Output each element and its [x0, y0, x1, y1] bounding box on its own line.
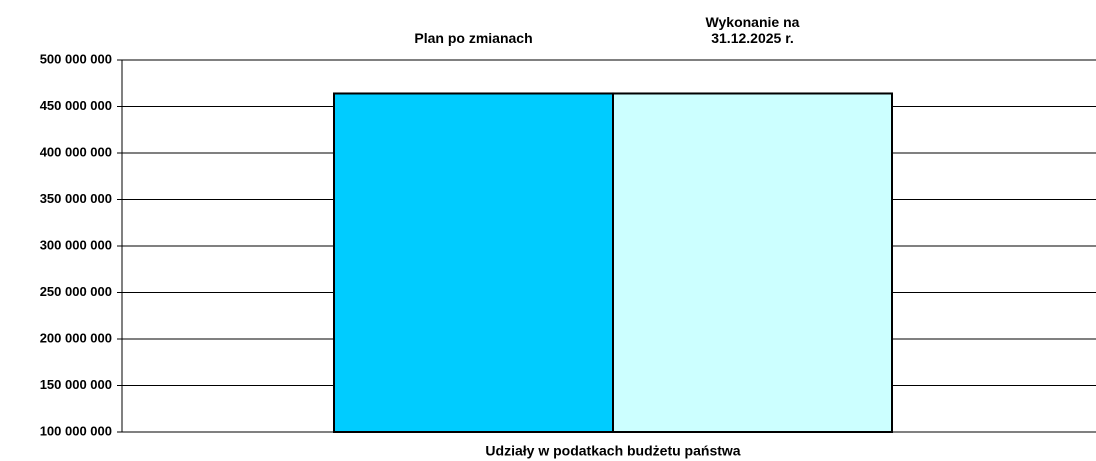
y-tick-label: 150 000 000	[40, 377, 112, 392]
y-tick-label: 500 000 000	[40, 51, 112, 66]
y-tick-label: 250 000 000	[40, 284, 112, 299]
y-tick-label: 300 000 000	[40, 237, 112, 252]
y-tick-label: 200 000 000	[40, 330, 112, 345]
legend-label: Plan po zmianach	[414, 30, 533, 46]
y-tick-label: 350 000 000	[40, 191, 112, 206]
legend-label: Wykonanie na 31.12.2025 r.	[705, 14, 800, 46]
bar	[612, 92, 893, 433]
y-tick-label: 100 000 000	[40, 423, 112, 438]
y-tick-label: 450 000 000	[40, 98, 112, 113]
x-tick-label: Udziały w podatkach budżetu państwa	[485, 443, 740, 459]
y-tick-label: 400 000 000	[40, 144, 112, 159]
bar	[333, 92, 614, 433]
